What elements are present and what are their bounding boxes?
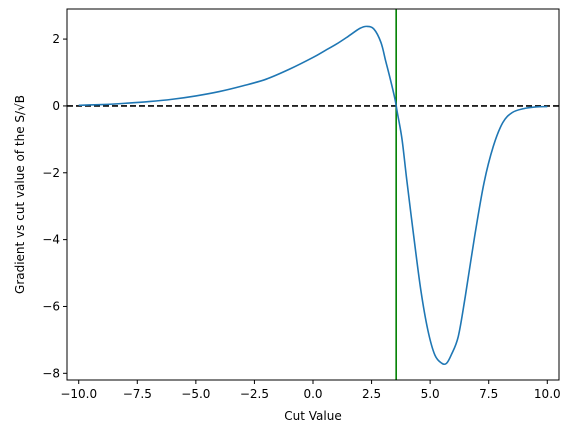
x-tick-label: −2.5 — [240, 387, 269, 401]
y-axis-label: Gradient vs cut value of the S/√B — [13, 95, 27, 294]
y-tick-label: 2 — [52, 32, 60, 46]
x-tick-label: 7.5 — [479, 387, 498, 401]
x-axis-label: Cut Value — [284, 409, 341, 423]
x-tick-label: −5.0 — [181, 387, 210, 401]
x-tick-label: 10.0 — [534, 387, 561, 401]
y-tick-label: 0 — [52, 99, 60, 113]
x-axis-ticks: −10.0 −7.5 −5.0 −2.5 0.0 2.5 5.0 7.5 10.0 — [60, 380, 561, 401]
y-tick-label: −2 — [42, 166, 60, 180]
y-tick-label: −4 — [42, 233, 60, 247]
reference-lines — [67, 9, 559, 380]
y-tick-label: −6 — [42, 299, 60, 313]
series-layer — [78, 25, 548, 366]
x-tick-label: −10.0 — [60, 387, 97, 401]
x-tick-label: 0.0 — [303, 387, 322, 401]
x-tick-label: 2.5 — [362, 387, 381, 401]
x-tick-label: −7.5 — [123, 387, 152, 401]
y-tick-label: −8 — [42, 366, 60, 380]
x-tick-label: 5.0 — [421, 387, 440, 401]
y-axis-ticks: 2 0 −2 −4 −6 −8 — [42, 32, 67, 380]
gradient-series-line — [78, 25, 548, 366]
